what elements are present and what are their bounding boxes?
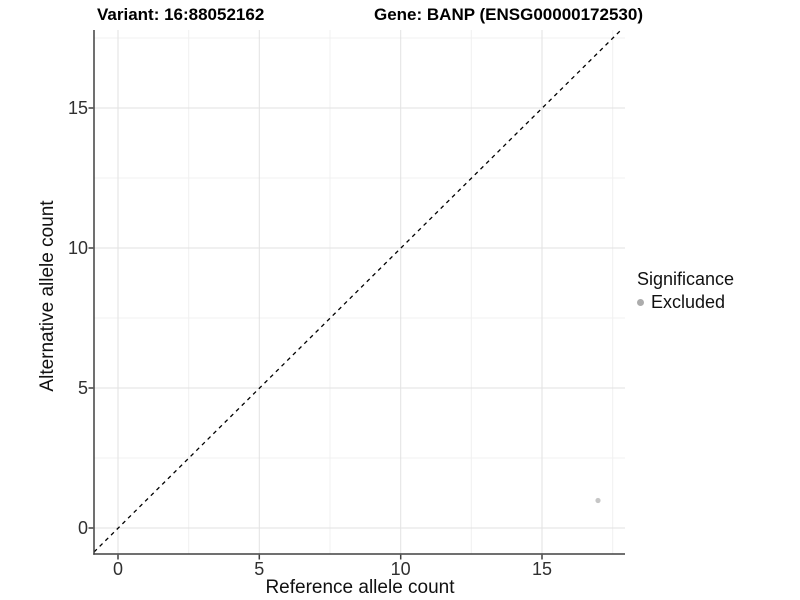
x-tick-label: 10 (391, 559, 411, 579)
major-gridlines (94, 30, 625, 554)
identity-reference-line (93, 29, 622, 553)
legend: Significance Excluded (637, 269, 734, 313)
plot-title-variant: Variant: 16:88052162 (97, 5, 265, 24)
y-tick-label: 15 (68, 98, 88, 118)
y-tick-labels: 0 5 10 15 (68, 98, 88, 538)
excluded-marker-icon (637, 299, 644, 306)
plot-title-gene: Gene: BANP (ENSG00000172530) (374, 5, 643, 24)
minor-gridlines (94, 30, 625, 554)
axis-lines (93, 30, 625, 555)
data-point-excluded (595, 497, 601, 504)
y-tick-label: 0 (78, 518, 88, 538)
tick-marks (88, 107, 543, 560)
x-tick-labels: 0 5 10 15 (113, 559, 552, 579)
y-axis-title: Alternative allele count (37, 200, 58, 392)
legend-item-excluded: Excluded (637, 292, 734, 313)
legend-title: Significance (637, 269, 735, 289)
legend-item-label: Excluded (651, 292, 726, 312)
y-tick-label: 10 (68, 238, 88, 258)
x-tick-label: 0 (113, 559, 123, 579)
x-axis-title: Reference allele count (265, 577, 455, 598)
x-tick-label: 15 (532, 559, 552, 579)
y-tick-label: 5 (78, 378, 88, 398)
x-tick-label: 5 (254, 559, 264, 579)
